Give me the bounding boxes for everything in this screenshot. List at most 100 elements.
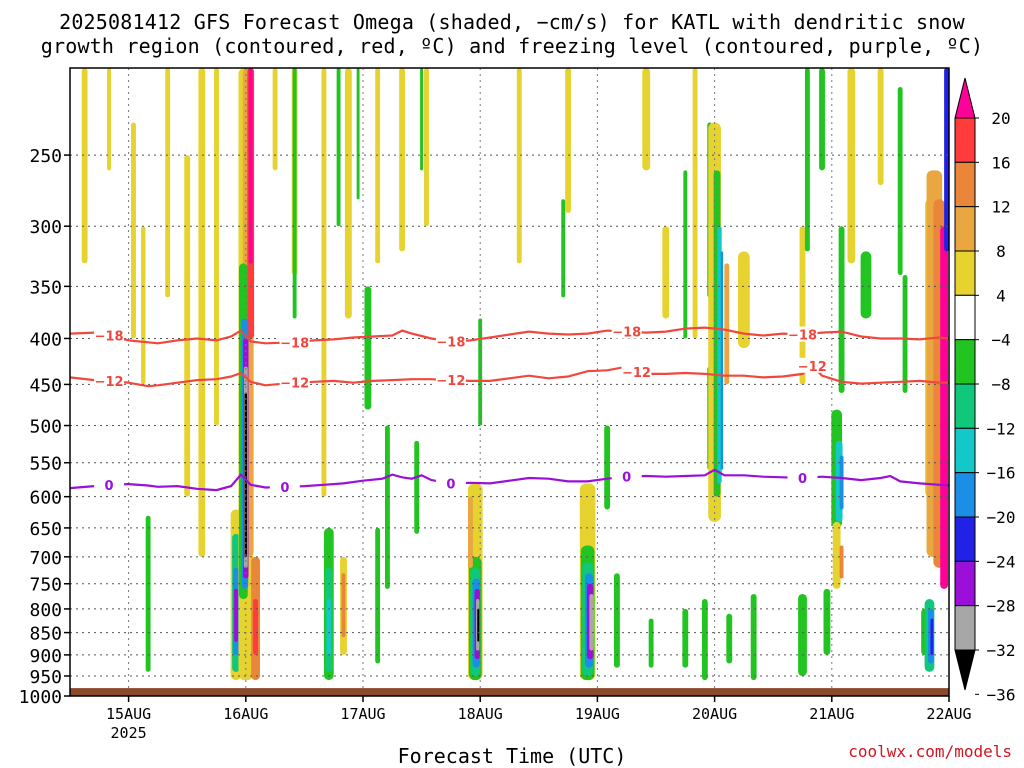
colorbar-swatch — [954, 294, 976, 341]
omega-cell — [326, 599, 332, 655]
omega-cell — [272, 68, 278, 171]
credit-text: coolwx.com/models — [848, 742, 1012, 761]
colorbar-label: 12 — [991, 198, 1010, 217]
omega-cell — [81, 68, 88, 264]
omega-shading — [81, 68, 949, 681]
colorbar-label: 20 — [991, 109, 1010, 128]
surface-terrain — [70, 688, 949, 696]
omega-cell — [662, 226, 670, 319]
contour-label-bg — [611, 468, 642, 484]
omega-cell — [364, 286, 372, 410]
omega-cell — [341, 573, 346, 638]
contour-label: −18 — [788, 329, 817, 344]
omega-cell — [384, 425, 390, 589]
x-axis-label: Forecast Time (UTC) — [397, 744, 627, 768]
contour-label: −12 — [280, 377, 309, 392]
contour-label-bg — [94, 372, 125, 388]
omega-cell — [897, 87, 903, 276]
x-tick-label: 18AUG — [458, 705, 503, 723]
omega-cell — [145, 515, 151, 672]
omega-cell — [860, 251, 872, 319]
y-tick-label: 750 — [29, 575, 62, 596]
y-tick-label: 700 — [29, 548, 62, 569]
omega-cell — [244, 392, 248, 557]
colorbar-swatch — [954, 161, 976, 208]
omega-cell — [738, 251, 750, 349]
contour-label-bg — [797, 357, 828, 373]
colorbar-swatch — [954, 206, 976, 252]
omega-cell — [798, 594, 807, 676]
omega-cell — [477, 608, 480, 642]
colorbar-swatch — [954, 117, 976, 163]
contour-label: 0 — [446, 477, 455, 492]
omega-cell — [565, 68, 572, 213]
omega-cell — [819, 68, 825, 171]
contour-label: −18 — [280, 336, 309, 351]
contour-label: −12 — [95, 375, 124, 390]
x-tick-label: 19AUG — [575, 705, 620, 723]
contour-label: 0 — [798, 472, 807, 487]
colorbar-label: −32 — [987, 641, 1016, 660]
contour-label: −12 — [622, 366, 651, 381]
contour-label-bg — [279, 374, 310, 390]
y-tick-label: 250 — [29, 146, 62, 167]
omega-cell — [184, 155, 191, 497]
y-tick-label: 850 — [29, 624, 62, 645]
colorbar-label: −36 — [987, 685, 1016, 704]
colorbar: 20 16 12 8 4 −4 −8 −12 −16 −20 −24 −28 −32 −36 — [954, 77, 1016, 704]
omega-cell — [516, 68, 522, 264]
contour-label-bg — [94, 327, 125, 343]
omega-cell — [944, 68, 949, 252]
colorbar-label: −20 — [987, 508, 1016, 527]
colorbar-label: −4 — [991, 331, 1010, 350]
y-axis: 2503003504004505005506006507007508008509… — [19, 146, 70, 708]
y-tick-label: 900 — [29, 646, 62, 667]
omega-cell — [877, 68, 884, 186]
plot-frame — [69, 67, 950, 697]
y-tick-label: 650 — [29, 519, 62, 540]
contour-label: −12 — [798, 360, 827, 375]
contour-label: −12 — [436, 374, 465, 389]
omega-cell — [930, 618, 934, 655]
x-tick-sublabel: 2025 — [111, 724, 147, 742]
omega-cell — [832, 521, 841, 589]
x-tick-label: 15AUG — [106, 705, 151, 723]
colorbar-label: 8 — [996, 242, 1006, 261]
colorbar-top-arrow — [954, 77, 976, 119]
contour-label-bg — [435, 475, 466, 491]
contour-label: 0 — [105, 479, 114, 494]
omega-cell — [344, 68, 352, 319]
colorbar-label: −16 — [987, 464, 1016, 483]
omega-cell — [467, 496, 473, 568]
contour-label: −18 — [436, 335, 465, 350]
x-tick-label: 20AUG — [692, 705, 737, 723]
omega-cell — [683, 170, 688, 339]
omega-cell — [804, 68, 810, 252]
colorbar-swatch — [954, 516, 976, 562]
omega-cell — [253, 599, 259, 655]
omega-cell — [839, 455, 844, 510]
omega-cell — [420, 68, 424, 171]
omega-cell — [375, 527, 381, 664]
colorbar-swatch — [954, 250, 976, 296]
contour-label: 0 — [280, 481, 289, 496]
contour-label-bg — [787, 326, 818, 342]
contour-label-bg — [621, 364, 652, 380]
omega-cell — [823, 588, 831, 655]
chart-title-line-2: growth region (contoured, red, ºC) and f… — [40, 34, 984, 58]
omega-cell — [292, 68, 297, 319]
y-tick-label: 800 — [29, 600, 62, 621]
omega-cell — [336, 68, 341, 227]
omega-cell — [234, 588, 238, 642]
x-tick-label: 21AUG — [809, 705, 854, 723]
colorbar-bottom-arrow — [954, 649, 976, 691]
colorbar-swatch — [954, 339, 976, 385]
omega-cell — [141, 226, 146, 385]
omega-cell — [614, 573, 620, 668]
contour-label-bg — [435, 333, 466, 349]
contour-label-bg — [435, 372, 466, 388]
omega-cell — [478, 318, 483, 426]
contour-label-bg — [279, 334, 310, 350]
